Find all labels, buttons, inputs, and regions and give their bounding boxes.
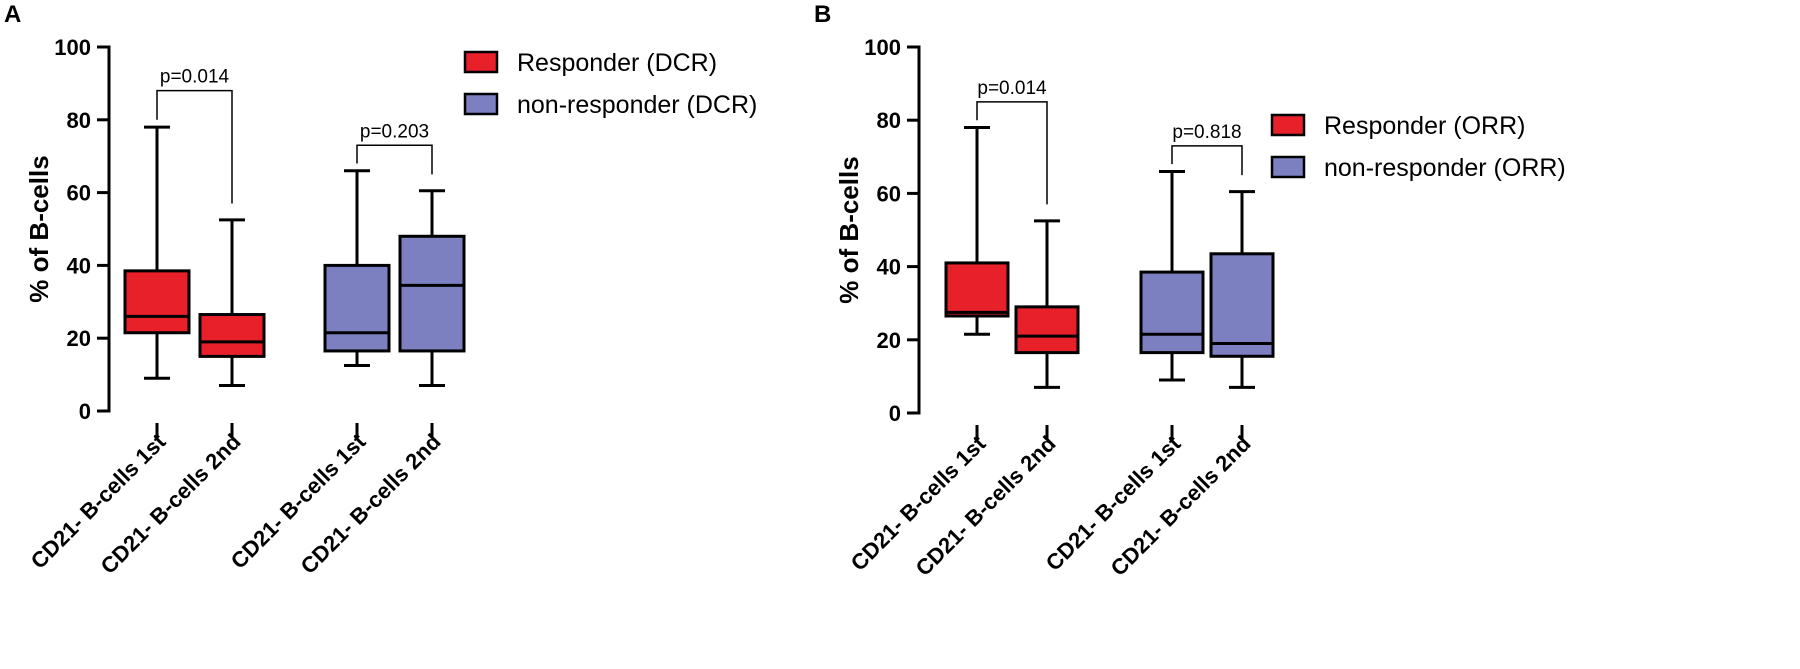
legend-item: non-responder (DCR) [463, 91, 757, 119]
x-category-label: CD21- B-cells 1st [226, 428, 371, 573]
y-tick-label: 80 [877, 108, 901, 133]
y-axis-label: % of B-cells [834, 156, 864, 303]
box-iqr [1139, 270, 1205, 355]
comparison-bracket: p=0.203 [356, 121, 433, 175]
p-value-label: p=0.014 [160, 67, 230, 88]
y-tick-label: 0 [889, 401, 901, 426]
chart-panel-a: A 0 20 40 60 80 100 % of B-cells CD21- B-cells 1… [4, 1, 757, 579]
x-category-label: CD21- B-cells 1st [26, 428, 171, 573]
box-iqr [398, 234, 466, 353]
p-value-label: p=0.203 [360, 121, 429, 142]
x-category-label: CD21- B-cells 2nd [296, 429, 446, 579]
box-4 [1209, 190, 1275, 389]
y-tick-label: 40 [877, 255, 901, 280]
legend-swatch [463, 92, 499, 116]
box-3 [1139, 169, 1205, 382]
legend-label: Responder (ORR) [1324, 112, 1525, 140]
legend-label: non-responder (DCR) [517, 91, 757, 119]
legend-item: non-responder (ORR) [1270, 154, 1566, 182]
legend-label: non-responder (ORR) [1324, 154, 1566, 182]
legend-label: Responder (DCR) [517, 49, 717, 77]
box-iqr [198, 313, 266, 358]
panel-letter: B [814, 1, 831, 28]
box-iqr [1209, 252, 1275, 358]
legend-swatch [463, 50, 499, 74]
legend-swatch [1270, 113, 1306, 137]
y-tick-label: 80 [67, 108, 91, 133]
x-category-label: CD21- B-cells 1st [1041, 430, 1186, 575]
y-tick-label: 40 [67, 253, 91, 278]
legend-item: Responder (DCR) [463, 49, 717, 77]
y-axis-label: % of B-cells [24, 155, 54, 302]
y-tick-label: 0 [79, 399, 91, 424]
box-4 [398, 189, 466, 388]
legend-swatch [1270, 155, 1306, 179]
x-category-label: CD21- B-cells 2nd [96, 429, 246, 579]
p-value-label: p=0.014 [977, 78, 1047, 99]
box-3 [323, 169, 391, 367]
panel-letter: A [4, 1, 21, 28]
legend-item: Responder (ORR) [1270, 112, 1525, 140]
box-iqr [323, 263, 391, 353]
y-tick-label: 60 [877, 181, 901, 206]
box-2 [1014, 219, 1080, 389]
y-tick-label: 60 [67, 181, 91, 206]
box-1 [123, 125, 191, 380]
comparison-bracket: p=0.818 [1171, 122, 1243, 176]
bracket-line [1171, 145, 1243, 176]
box-1 [944, 126, 1010, 336]
p-value-label: p=0.818 [1172, 122, 1241, 143]
y-tick-label: 100 [54, 35, 91, 60]
y-tick-label: 20 [67, 326, 91, 351]
y-tick-label: 20 [877, 328, 901, 353]
bracket-line [156, 89, 233, 204]
box-iqr [944, 261, 1010, 318]
box-2 [198, 218, 266, 388]
comparison-bracket: p=0.014 [976, 78, 1048, 205]
bracket-line [356, 144, 433, 175]
box-iqr [1014, 305, 1080, 355]
box-iqr [123, 269, 191, 335]
x-category-label: CD21- B-cells 1st [846, 430, 991, 575]
bracket-line [976, 101, 1048, 205]
comparison-bracket: p=0.014 [156, 67, 233, 204]
y-tick-label: 100 [864, 35, 901, 60]
chart-panel-b: B 0 20 40 60 80 100 % of B-cells CD21- B-cells 1… [814, 1, 1566, 581]
